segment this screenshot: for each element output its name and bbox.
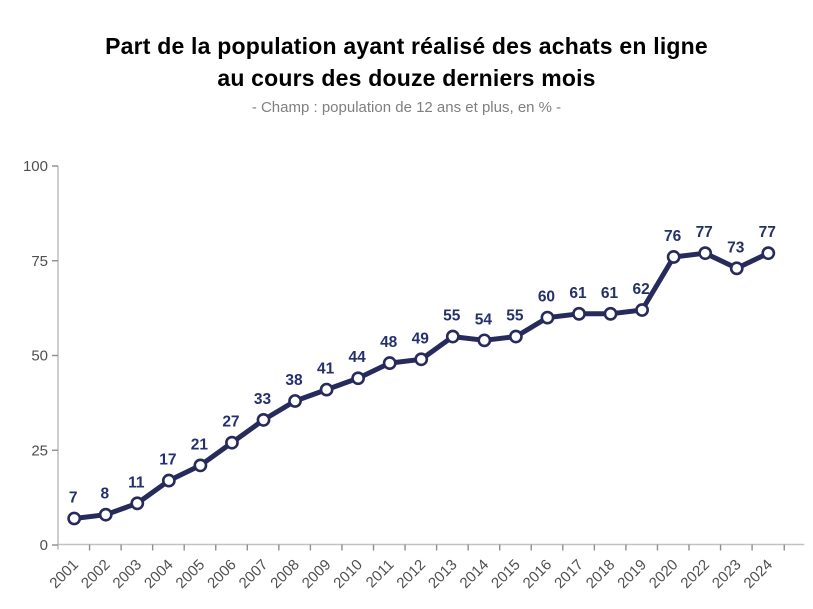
y-tick-label: 100 <box>23 158 48 175</box>
data-points <box>67 246 776 526</box>
value-label-2014: 54 <box>475 311 493 328</box>
data-point-2023 <box>729 261 744 276</box>
data-point-2010 <box>351 371 366 386</box>
x-tick-label-2017: 2017 <box>551 556 587 592</box>
data-point-2014 <box>477 333 492 348</box>
data-point-2001 <box>67 511 82 526</box>
y-tick-label: 75 <box>31 253 48 270</box>
x-axis-labels: 2001200220032004200520062007200820092010… <box>46 556 776 592</box>
value-label-2019: 62 <box>632 281 649 298</box>
value-label-2011: 48 <box>380 334 398 351</box>
chart-title: Part de la population ayant réalisé des … <box>10 30 803 94</box>
value-label-2002: 8 <box>100 486 109 503</box>
x-tick-label-2003: 2003 <box>110 556 146 592</box>
value-label-2009: 41 <box>317 361 335 378</box>
value-label-2004: 17 <box>159 452 176 469</box>
y-tick-label: 25 <box>31 442 48 459</box>
data-point-2024 <box>761 246 776 261</box>
x-tick-label-2013: 2013 <box>425 556 461 592</box>
data-point-2022 <box>698 246 713 261</box>
x-tick-label-2016: 2016 <box>520 556 556 592</box>
x-tick-label-2004: 2004 <box>141 556 177 592</box>
data-point-2005 <box>193 458 208 473</box>
chart-title-line1: Part de la population ayant réalisé des … <box>105 33 708 59</box>
x-tick-label-2018: 2018 <box>583 556 619 592</box>
value-label-2008: 38 <box>285 372 303 389</box>
data-point-2020 <box>666 250 681 264</box>
x-tick-label-2012: 2012 <box>393 556 429 592</box>
x-tick-label-2022: 2022 <box>677 556 713 592</box>
value-label-2016: 60 <box>538 289 555 306</box>
data-point-2006 <box>225 435 239 450</box>
x-tick-label-2020: 2020 <box>646 556 682 592</box>
data-point-2016 <box>540 310 555 325</box>
x-tick-label-2011: 2011 <box>363 556 398 591</box>
value-label-2013: 55 <box>443 308 461 325</box>
x-tick-label-2019: 2019 <box>614 556 650 592</box>
x-tick-label-2006: 2006 <box>204 556 240 592</box>
value-labels: 7 8 11 17 21 27 33 38 41 44 48 49 55 54 55 60 61 61 62 76 77… <box>69 224 776 506</box>
chart-title-line2: au cours des douze derniers mois <box>217 65 596 91</box>
value-label-2005: 21 <box>191 436 209 453</box>
series-polyline <box>71 250 771 521</box>
value-label-2020: 76 <box>664 228 682 245</box>
data-point-2018 <box>603 306 618 321</box>
data-point-2011 <box>382 356 397 370</box>
x-tick-label-2015: 2015 <box>488 556 524 592</box>
data-point-2019 <box>635 303 649 317</box>
data-point-2017 <box>572 306 586 321</box>
value-label-2017: 61 <box>569 285 587 302</box>
data-point-2003 <box>130 496 145 511</box>
value-label-2003: 11 <box>128 474 145 491</box>
value-label-2010: 44 <box>349 349 367 366</box>
y-tick-label: 0 <box>40 537 48 554</box>
x-tick-label-2007: 2007 <box>236 556 272 592</box>
value-label-2006: 27 <box>222 414 239 431</box>
data-point-2004 <box>161 473 176 488</box>
data-point-2008 <box>288 394 302 408</box>
value-label-2012: 49 <box>412 330 430 347</box>
x-tick-label-2010: 2010 <box>330 556 366 592</box>
x-tick-label-2001: 2001 <box>46 556 82 592</box>
line-chart: 0 25 50 75 100 7 8 11 17 21 27 33 38 41 44 48 49 55 54 55 6… <box>23 158 805 592</box>
data-point-2013 <box>445 329 460 344</box>
series-line <box>71 250 771 521</box>
value-label-2018: 61 <box>601 285 619 302</box>
value-label-2015: 55 <box>506 308 524 325</box>
y-tick-label: 50 <box>31 348 48 365</box>
data-point-2012 <box>414 352 429 367</box>
data-point-2015 <box>509 329 523 344</box>
value-label-2023: 73 <box>727 239 745 256</box>
axes: 0 25 50 75 100 <box>23 158 805 554</box>
chart-subtitle: - Champ : population de 12 ans et plus, … <box>251 99 562 116</box>
x-tick-label-2008: 2008 <box>267 556 303 592</box>
value-label-2007: 33 <box>254 391 272 408</box>
value-label-2022: 77 <box>696 224 713 241</box>
x-tick-label-2023: 2023 <box>709 556 745 592</box>
value-label-2024: 77 <box>759 224 776 241</box>
x-tick-label-2002: 2002 <box>78 556 114 592</box>
x-tick-label-2014: 2014 <box>457 556 493 592</box>
x-tick-label-2009: 2009 <box>299 556 335 592</box>
data-point-2002 <box>98 507 113 522</box>
x-tick-label-2005: 2005 <box>173 556 209 592</box>
data-point-2009 <box>319 382 334 397</box>
x-tick-label-2024: 2024 <box>741 556 777 592</box>
data-point-2007 <box>256 413 271 427</box>
value-label-2001: 7 <box>69 489 78 506</box>
